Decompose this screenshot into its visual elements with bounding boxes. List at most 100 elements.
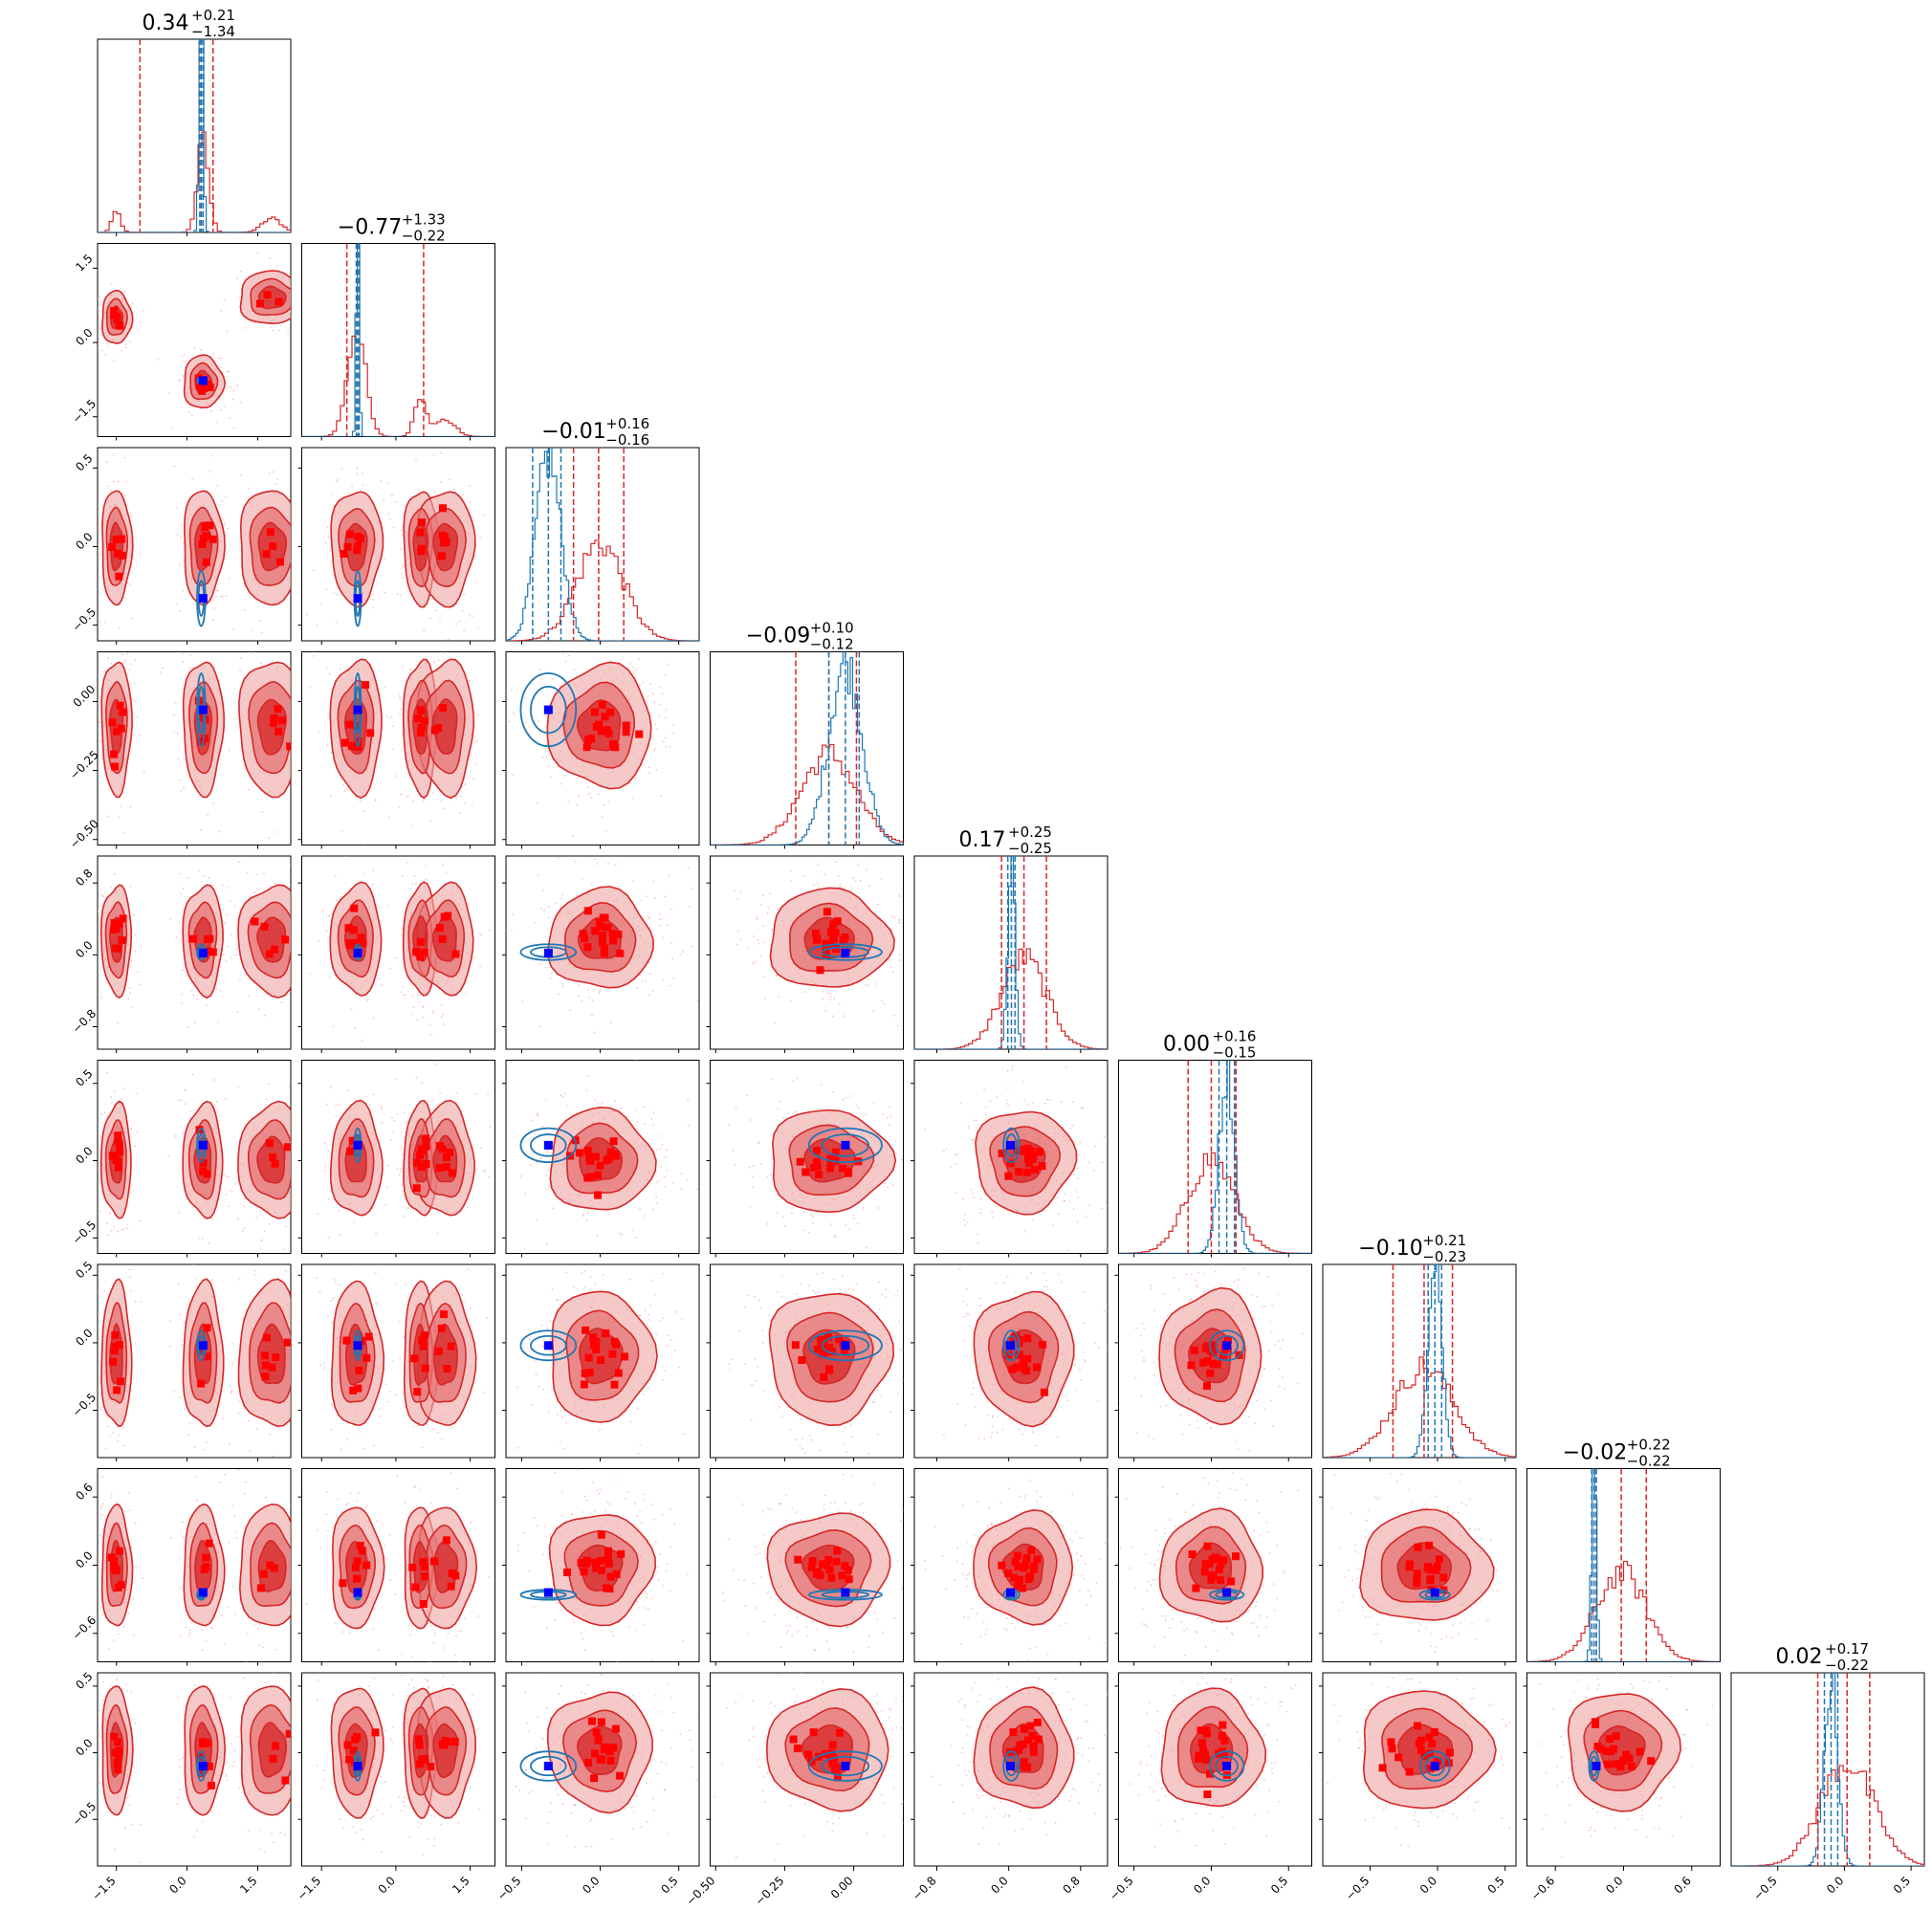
sample-point [253,1269,256,1272]
sample-point [643,1106,646,1109]
sample-point [660,1166,663,1169]
sample-point [236,1218,239,1220]
sample-point [1071,1101,1074,1104]
sample-point [116,852,118,854]
diag-panel-7: −0.10 +0.21−0.23 [1322,1232,1517,1459]
sample-point [680,1173,683,1175]
sample-point [180,790,182,792]
sample-point [643,1215,646,1218]
red-square-marker [417,706,426,714]
sample-point [225,595,228,598]
pair-panel-1-7 [97,1263,292,1459]
sample-point [539,1157,542,1159]
sample-point [392,526,395,529]
sample-point [750,1119,753,1121]
sample-point [129,992,131,995]
sample-point [159,670,162,673]
sample-point [106,1222,108,1225]
sample-point [103,648,105,650]
sample-point [431,1051,433,1053]
sample-point [123,661,125,664]
sample-point [101,349,103,352]
sample-point [833,1236,836,1239]
sample-point [196,998,198,1000]
sample-point [272,644,274,646]
red-square-marker [118,551,126,560]
sample-point [129,1276,132,1279]
sample-point [537,1113,538,1116]
sample-point [686,1179,689,1181]
sample-point [727,1124,730,1126]
red-square-marker [845,1169,853,1177]
sample-point [898,895,901,898]
sample-point [672,723,675,726]
sample-point [200,407,203,410]
sample-point [179,872,182,875]
sample-point [475,1092,477,1095]
sample-point [229,1443,231,1446]
sample-point [208,471,210,472]
blue-square-marker [198,376,208,385]
sample-point [233,905,236,908]
sample-point [521,1000,523,1002]
sample-point [590,797,593,799]
sample-point [591,1014,593,1017]
sample-point [375,1232,378,1235]
sample-point [853,1214,856,1217]
sample-point [654,723,657,726]
sample-point [672,1181,675,1184]
blue-histogram [506,448,699,641]
sample-point [328,672,331,675]
sample-point [106,1425,109,1428]
sample-point [647,695,649,697]
sample-point [564,660,567,663]
pair-panel-2-5 [301,855,495,1050]
sample-point [534,697,537,700]
red-square-marker [272,1353,280,1362]
sample-point [255,1428,258,1430]
red-histogram [1731,1765,1924,1866]
sample-point [213,1079,215,1081]
red-square-marker [582,743,591,752]
sample-point [335,1114,338,1117]
red-square-marker [113,315,121,323]
sample-point [335,899,338,902]
sample-point [414,883,417,886]
sample-point [955,1162,957,1165]
blue-square-marker [353,1140,362,1150]
blue-histogram [1323,1264,1516,1458]
sample-point [383,558,385,560]
sample-point [299,1141,301,1143]
red-square-marker [261,1372,270,1381]
sample-point [362,845,364,846]
sample-point [607,862,609,865]
sample-point [213,607,216,609]
sample-point [262,872,265,874]
pair-panel-2-4 [301,651,495,846]
blue-square-marker [841,1140,850,1150]
sample-point [792,1080,795,1083]
sample-point [648,917,650,920]
sample-point [215,987,218,990]
sample-point [859,880,862,882]
sample-point [668,874,670,877]
sample-point [237,861,240,864]
sample-point [309,973,312,976]
sample-point [143,309,145,312]
sample-point [659,703,662,706]
sample-point [470,753,472,755]
sample-point [372,869,375,871]
sample-point [131,1006,134,1009]
blue-contour [807,943,883,961]
sample-point [669,984,671,987]
sample-point [127,998,130,1000]
sample-point [489,1126,492,1128]
sample-point [180,537,182,538]
red-square-marker [587,735,596,743]
red-square-marker [344,924,353,933]
sample-point [203,875,206,878]
red-histogram [98,131,291,232]
sample-point [538,668,540,670]
red-square-marker [833,917,842,926]
sample-point [531,1119,534,1122]
